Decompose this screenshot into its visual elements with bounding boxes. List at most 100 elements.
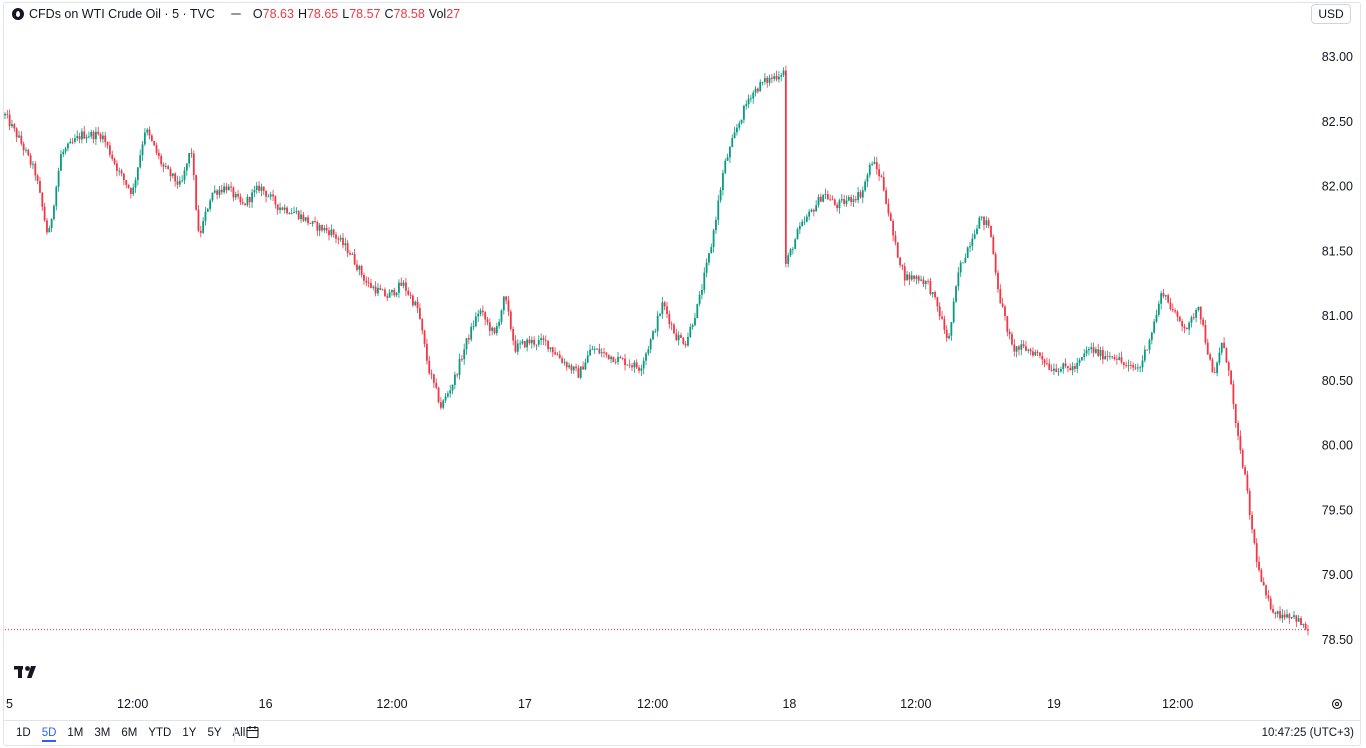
- candle-body: [992, 236, 995, 255]
- candle-body: [1274, 612, 1277, 614]
- candle-body: [943, 318, 946, 330]
- candle-body: [896, 242, 899, 258]
- candle-body: [470, 326, 473, 340]
- clock-label[interactable]: 10:47:25 (UTC+3): [1261, 727, 1354, 739]
- candle-body: [1111, 356, 1114, 358]
- candle-body: [328, 230, 330, 236]
- candle-body: [1297, 618, 1300, 622]
- currency-button[interactable]: USD: [1311, 4, 1351, 24]
- x-tick-label: 19: [1047, 697, 1061, 711]
- candle-body: [474, 316, 477, 327]
- range-selector: 1D 5D 1M 3M 6M YTD 1Y 5Y All: [16, 727, 256, 742]
- dash-icon: [230, 13, 241, 15]
- y-tick-label: 81.00: [1322, 309, 1353, 323]
- candle-body: [53, 205, 55, 220]
- candle-body: [318, 225, 321, 231]
- candle-body: [134, 180, 137, 188]
- candle-body: [122, 173, 125, 181]
- candle-body: [1300, 618, 1302, 626]
- candle-body: [335, 234, 337, 239]
- candle-body: [1269, 598, 1272, 609]
- range-button-5y[interactable]: 5Y: [207, 727, 222, 739]
- symbol-title[interactable]: CFDs on WTI Crude Oil · 5 · TVC: [29, 7, 215, 21]
- candle-body: [484, 312, 487, 320]
- candle-body: [1239, 435, 1242, 451]
- candle-body: [852, 199, 855, 202]
- candle-body: [682, 337, 685, 344]
- candle-body: [339, 237, 342, 240]
- candle-body: [365, 280, 368, 283]
- range-button-1y[interactable]: 1Y: [182, 727, 197, 739]
- candle-body: [192, 153, 195, 176]
- candle-body: [27, 149, 30, 156]
- open-value: 78.63: [262, 7, 294, 21]
- range-button-5d[interactable]: 5D: [41, 727, 57, 742]
- candle-body: [617, 356, 619, 362]
- candle-body: [81, 131, 83, 140]
- candle-body: [971, 238, 974, 247]
- candle-body: [1092, 347, 1095, 353]
- gear-icon[interactable]: [1330, 697, 1344, 711]
- candle-body: [227, 186, 230, 191]
- candle-body: [866, 175, 869, 182]
- candle-body: [647, 349, 650, 354]
- candle-body: [593, 349, 596, 350]
- candle-body: [409, 294, 412, 296]
- candle-body: [421, 318, 424, 331]
- candle-body: [1304, 623, 1307, 630]
- candle-body: [379, 287, 382, 290]
- candle-body: [619, 356, 622, 359]
- candle-body: [1139, 367, 1142, 369]
- tradingview-logo-icon: [14, 666, 36, 678]
- candle-body: [910, 275, 913, 280]
- range-button-3m[interactable]: 3M: [94, 727, 111, 739]
- candle-body: [903, 266, 906, 281]
- x-tick-label: 12:00: [637, 697, 668, 711]
- candle-body: [868, 164, 871, 176]
- candle-body: [535, 344, 538, 346]
- candle-body: [232, 187, 235, 198]
- candle-body: [976, 228, 978, 235]
- candle-body: [1060, 369, 1062, 372]
- candle-body: [92, 131, 95, 140]
- candle-body: [750, 98, 752, 100]
- range-button-1m[interactable]: 1M: [67, 727, 84, 739]
- candle-body: [262, 186, 265, 191]
- candle-body: [1171, 309, 1174, 311]
- candle-body: [428, 360, 431, 374]
- candle-body: [931, 292, 934, 295]
- candle-body: [223, 186, 226, 193]
- calendar-icon[interactable]: [246, 725, 260, 739]
- candle-body: [449, 390, 452, 394]
- candle-body: [780, 75, 783, 77]
- candle-body: [1025, 346, 1027, 351]
- candle-body: [838, 200, 841, 209]
- candle-body: [244, 203, 246, 205]
- candle-body: [817, 196, 820, 206]
- candle-body: [1032, 351, 1034, 356]
- candles-group: [4, 65, 1309, 636]
- candle-body: [1230, 370, 1232, 385]
- candle-body: [316, 221, 319, 231]
- candle-body: [815, 205, 818, 212]
- range-button-all[interactable]: All: [232, 727, 246, 739]
- candle-body: [1192, 317, 1195, 319]
- candle-body: [60, 154, 62, 171]
- candle-body: [120, 170, 123, 174]
- candle-body: [1134, 367, 1137, 369]
- candle-body: [302, 214, 305, 221]
- candle-body: [563, 362, 566, 364]
- range-button-ytd[interactable]: YTD: [148, 727, 172, 739]
- range-button-1d[interactable]: 1D: [16, 727, 31, 739]
- symbol-legend: CFDs on WTI Crude Oil · 5 · TVC O 78.63 H…: [12, 5, 460, 23]
- candle-body: [220, 189, 223, 193]
- candle-body: [199, 230, 202, 233]
- candle-body: [1237, 422, 1239, 436]
- candle-body: [6, 113, 9, 115]
- candle-body: [195, 175, 198, 210]
- candle-body: [248, 197, 251, 203]
- candle-body: [1227, 362, 1230, 371]
- range-button-6m[interactable]: 6M: [121, 727, 138, 739]
- candle-body: [801, 221, 804, 226]
